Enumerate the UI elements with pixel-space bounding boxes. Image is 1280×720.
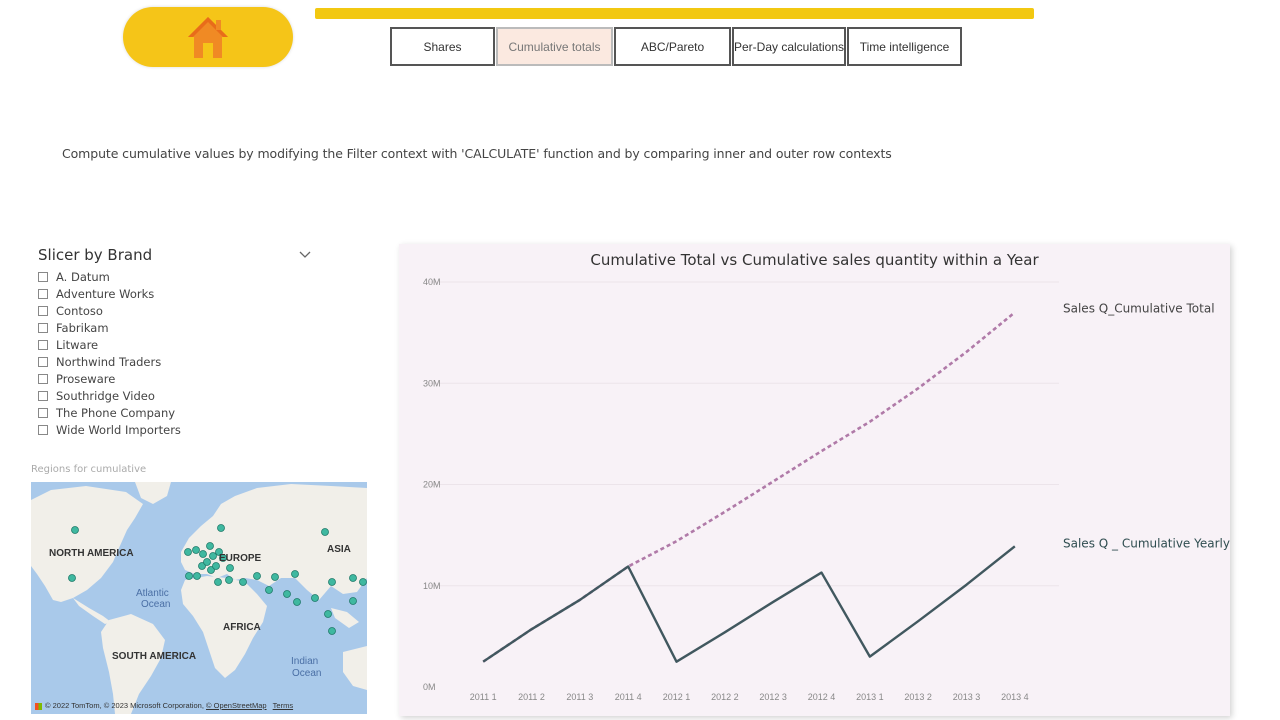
- label-africa: AFRICA: [223, 622, 261, 633]
- checkbox[interactable]: [38, 305, 48, 316]
- page-description: Compute cumulative values by modifying t…: [62, 146, 892, 161]
- slicer-item-the-phone-company[interactable]: The Phone Company: [38, 405, 328, 422]
- header-accent-bar: [315, 8, 1034, 19]
- tab-abc-pareto[interactable]: ABC/Pareto: [614, 27, 731, 66]
- central-america-landmass: [73, 598, 111, 624]
- slicer-item-label: Contoso: [56, 303, 103, 318]
- x-tick-label: 2013 2: [904, 692, 932, 702]
- south-america-landmass: [101, 614, 165, 714]
- map-title: Regions for cumulative: [31, 464, 147, 475]
- y-tick-label: 20M: [423, 480, 441, 490]
- slicer-item-label: Northwind Traders: [56, 355, 162, 370]
- x-tick-label: 2013 3: [953, 692, 981, 702]
- slicer-item-label: Adventure Works: [56, 286, 155, 301]
- slicer-item-contoso[interactable]: Contoso: [38, 302, 328, 319]
- y-tick-label: 40M: [423, 277, 441, 287]
- checkbox[interactable]: [38, 322, 48, 333]
- label-north-america: NORTH AMERICA: [49, 548, 134, 559]
- attribution-text: © 2022 TomTom, © 2023 Microsoft Corporat…: [45, 701, 204, 710]
- north-america-landmass: [31, 486, 143, 602]
- terms-link[interactable]: Terms: [272, 701, 294, 710]
- map-attribution: © 2022 TomTom, © 2023 Microsoft Corporat…: [35, 701, 293, 710]
- x-tick-label: 2011 4: [615, 692, 642, 702]
- slicer-item-label: Proseware: [56, 372, 116, 387]
- microsoft-logo-icon: [35, 702, 42, 710]
- line-chart: 0M 10M 20M 30M 40M 2011 1 2011 2 2011 3 2011 4 20…: [423, 277, 1230, 702]
- x-tick-label: 2011 3: [566, 692, 593, 702]
- x-tick-label: 2012 4: [808, 692, 836, 702]
- x-tick-label: 2011 2: [518, 692, 545, 702]
- y-tick-label: 10M: [423, 581, 441, 591]
- label-indian-ocean: Ocean: [292, 668, 321, 679]
- tab-per-day-calculations[interactable]: Per-Day calculations: [732, 27, 846, 66]
- slicer-item-label: Litware: [56, 337, 99, 352]
- chevron-down-icon[interactable]: [298, 248, 312, 262]
- checkbox[interactable]: [38, 339, 48, 350]
- slicer-item-label: A. Datum: [56, 269, 110, 284]
- home-icon: [188, 17, 228, 58]
- slicer-item-adventure-works[interactable]: Adventure Works: [38, 285, 328, 302]
- slicer-item-a-datum[interactable]: A. Datum: [38, 268, 328, 285]
- label-indian: Indian: [291, 656, 318, 667]
- checkbox[interactable]: [38, 425, 48, 436]
- series-line-cumulative-yearly: [482, 545, 1016, 663]
- slicer-item-litware[interactable]: Litware: [38, 336, 328, 353]
- checkbox[interactable]: [38, 408, 48, 419]
- y-tick-label: 0M: [423, 682, 436, 692]
- checkbox[interactable]: [38, 357, 48, 368]
- slicer-item-label: Fabrikam: [56, 320, 109, 335]
- slicer-item-label: Southridge Video: [56, 389, 155, 404]
- slicer-title: Slicer by Brand: [38, 246, 153, 264]
- x-tick-label: 2012 1: [663, 692, 691, 702]
- label-south-america: SOUTH AMERICA: [112, 651, 196, 662]
- series-label: Sales Q _ Cumulative Yearly: [1063, 536, 1230, 550]
- label-atlantic: Atlantic: [136, 588, 169, 599]
- australia-landmass: [343, 646, 367, 690]
- y-tick-label: 30M: [423, 378, 441, 388]
- tab-cumulative-totals[interactable]: Cumulative totals: [496, 27, 613, 66]
- x-tick-label: 2012 2: [711, 692, 739, 702]
- line-chart-card[interactable]: Cumulative Total vs Cumulative sales qua…: [399, 244, 1230, 716]
- slicer-list: A. Datum Adventure Works Contoso Fabrika…: [38, 268, 328, 439]
- slicer-item-northwind-traders[interactable]: Northwind Traders: [38, 353, 328, 370]
- label-atlantic-ocean: Ocean: [141, 599, 170, 610]
- label-europe: EUROPE: [219, 553, 262, 564]
- regions-map[interactable]: NORTH AMERICA EUROPE ASIA AFRICA SOUTH A…: [31, 482, 367, 714]
- greenland-landmass: [135, 482, 171, 504]
- slicer-item-fabrikam[interactable]: Fabrikam: [38, 319, 328, 336]
- africa-landmass: [181, 576, 267, 678]
- slicer-item-label: Wide World Importers: [56, 423, 181, 438]
- checkbox[interactable]: [38, 374, 48, 385]
- osm-link[interactable]: © OpenStreetMap: [206, 701, 267, 710]
- store-markers: [68, 524, 367, 635]
- x-tick-label: 2013 4: [1001, 692, 1029, 702]
- slicer-item-label: The Phone Company: [56, 406, 176, 421]
- brand-slicer: Slicer by Brand A. Datum Adventure Works…: [38, 246, 328, 439]
- tab-bar: Shares Cumulative totals ABC/Pareto Per-…: [390, 27, 963, 66]
- tab-time-intelligence[interactable]: Time intelligence: [847, 27, 962, 66]
- label-asia: ASIA: [327, 544, 351, 555]
- map-canvas: NORTH AMERICA EUROPE ASIA AFRICA SOUTH A…: [31, 482, 367, 714]
- chart-title: Cumulative Total vs Cumulative sales qua…: [590, 251, 1039, 269]
- checkbox[interactable]: [38, 271, 48, 282]
- southeast-asia-islands: [331, 608, 359, 628]
- x-tick-label: 2013 1: [856, 692, 884, 702]
- eurasia-landmass: [181, 484, 367, 600]
- checkbox[interactable]: [38, 288, 48, 299]
- series-label: Sales Q_Cumulative Total: [1063, 301, 1215, 315]
- tab-shares[interactable]: Shares: [390, 27, 495, 66]
- x-tick-label: 2012 3: [759, 692, 787, 702]
- slicer-item-wide-world-importers[interactable]: Wide World Importers: [38, 422, 328, 439]
- home-button[interactable]: [123, 7, 293, 67]
- checkbox[interactable]: [38, 391, 48, 402]
- slicer-item-proseware[interactable]: Proseware: [38, 371, 328, 388]
- x-tick-label: 2011 1: [470, 692, 497, 702]
- slicer-item-southridge-video[interactable]: Southridge Video: [38, 388, 328, 405]
